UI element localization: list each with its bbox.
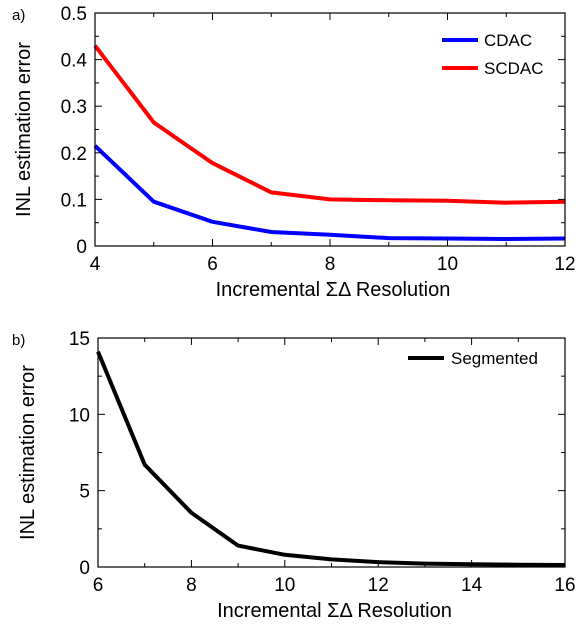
x-axis-title: Incremental ΣΔ Resolution <box>217 600 452 622</box>
legend-label-scdac: SCDAC <box>484 59 544 78</box>
y-tick-label: 5 <box>79 482 90 503</box>
y-tick-label: 0 <box>76 237 87 258</box>
x-tick-label: 8 <box>325 254 336 275</box>
x-tick-label: 12 <box>368 575 389 596</box>
x-tick-label: 8 <box>186 575 197 596</box>
y-axis-title: INL estimation error <box>17 365 39 540</box>
chart-panel-a: a) 4 6 8 10 12 0 0.1 0.2 0.3 0.4 0.5 Incremental ΣΔ … <box>12 4 576 301</box>
x-tick-label: 10 <box>437 254 458 275</box>
x-tick-label: 6 <box>93 575 104 596</box>
legend-label-segmented: Segmented <box>451 349 538 368</box>
y-tick-label: 0.4 <box>61 51 88 72</box>
chart-panel-b: b) 6 8 10 12 14 16 0 5 10 15 Incremental ΣΔ Resolut… <box>12 329 576 622</box>
y-tick-label: 0.1 <box>61 190 87 211</box>
y-tick-label: 10 <box>69 405 90 426</box>
series-line-segmented <box>96 350 566 567</box>
series-line-cdac <box>93 144 566 241</box>
x-tick-label: 4 <box>90 254 101 275</box>
y-tick-label: 0 <box>79 558 90 579</box>
legend-label-cdac: CDAC <box>484 31 532 50</box>
x-tick-label: 12 <box>554 254 575 275</box>
plot-frame-b <box>97 337 566 568</box>
y-tick-label: 0.2 <box>61 144 87 165</box>
x-tick-label: 14 <box>461 575 483 596</box>
panel-label-b: b) <box>12 332 25 349</box>
y-tick-label: 0.5 <box>61 4 87 25</box>
panel-label-a: a) <box>12 7 25 24</box>
series-line-scdac <box>93 44 566 205</box>
y-axis-title: INL estimation error <box>13 42 35 217</box>
x-axis-title: Incremental ΣΔ Resolution <box>216 279 451 301</box>
x-tick-label: 6 <box>207 254 218 275</box>
x-tick-label: 16 <box>554 575 575 596</box>
x-tick-label: 10 <box>274 575 295 596</box>
y-tick-label: 15 <box>69 329 90 350</box>
y-tick-label: 0.3 <box>61 97 87 118</box>
